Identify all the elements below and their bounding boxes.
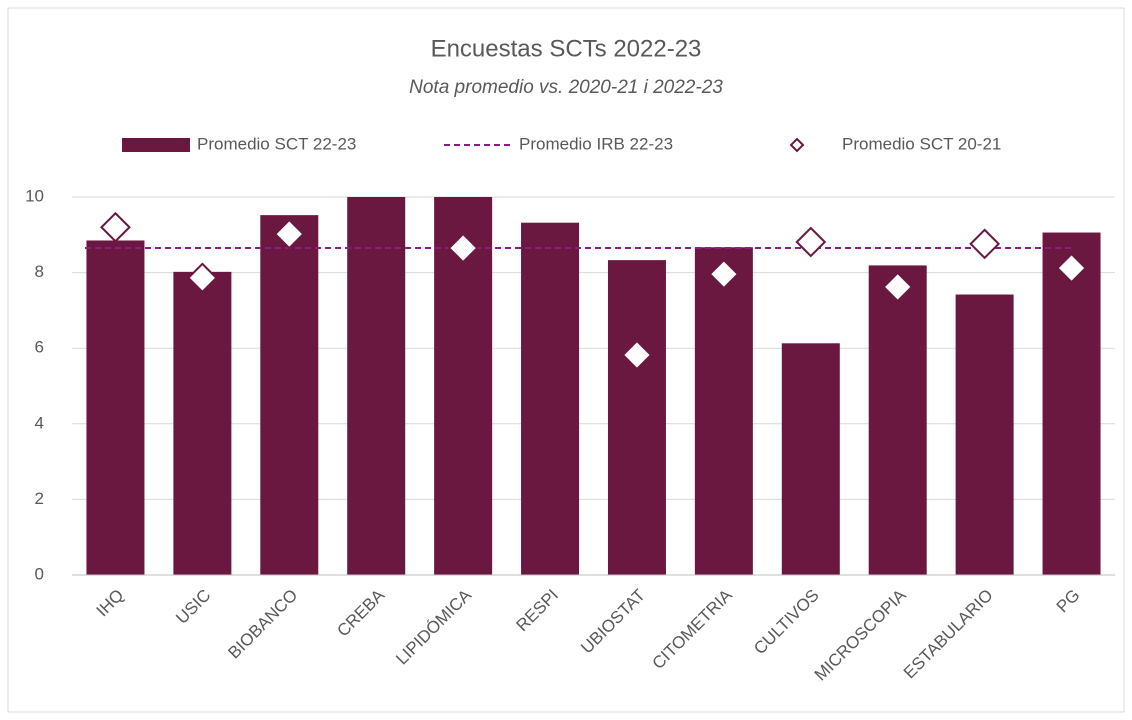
- bar: [868, 265, 927, 575]
- chart-subtitle: Nota promedio vs. 2020-21 i 2022-23: [409, 77, 723, 98]
- bar: [955, 294, 1014, 575]
- y-tick-label: 2: [35, 489, 44, 508]
- y-tick-label: 10: [25, 186, 44, 205]
- marker: [1056, 252, 1087, 284]
- bar: [173, 271, 232, 575]
- bar: [347, 197, 406, 575]
- y-tick-label: 0: [35, 564, 44, 583]
- y-tick-label: 4: [35, 413, 44, 432]
- marker: [969, 228, 1001, 260]
- marker: [100, 211, 131, 243]
- bar: [260, 215, 319, 576]
- marker: [708, 258, 740, 290]
- marker: [795, 226, 827, 258]
- legend-label: Promedio SCT 20-21: [842, 134, 1001, 153]
- bar: [521, 222, 580, 576]
- legend-swatch: [122, 138, 190, 152]
- chart-title: Encuestas SCTs 2022-23: [431, 35, 702, 62]
- marker: [273, 218, 305, 250]
- bar: [694, 247, 753, 576]
- y-tick-label: 6: [35, 338, 44, 357]
- bar: [1042, 232, 1101, 576]
- y-tick-label: 8: [35, 262, 44, 281]
- bar: [86, 240, 145, 575]
- marker: [621, 339, 653, 371]
- marker: [186, 262, 218, 294]
- marker: [447, 232, 479, 264]
- marker: [882, 271, 914, 303]
- legend-swatch: [789, 137, 805, 153]
- legend-label: Promedio IRB 22-23: [519, 134, 673, 153]
- bar: [781, 343, 840, 575]
- bar: [607, 260, 666, 575]
- legend-label: Promedio SCT 22-23: [197, 134, 356, 153]
